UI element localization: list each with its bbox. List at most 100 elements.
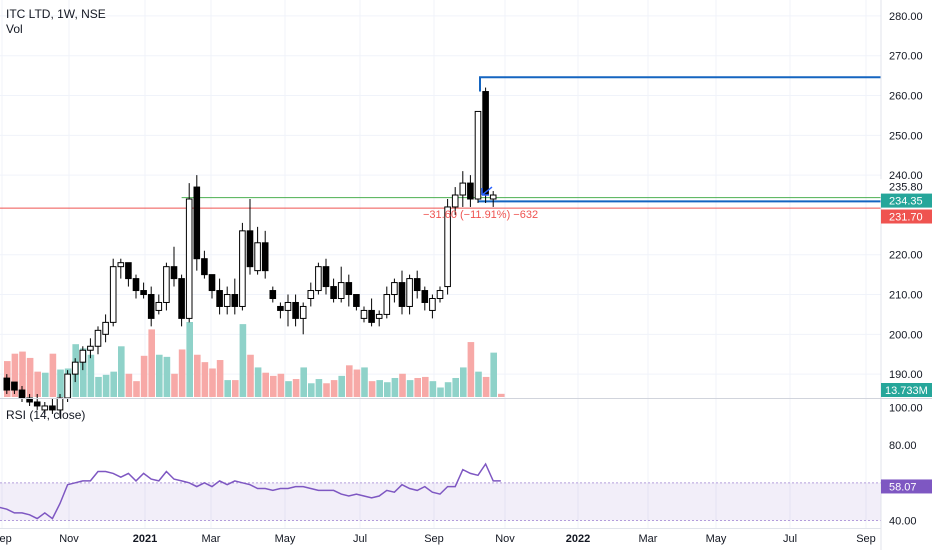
volume-bar bbox=[87, 354, 95, 397]
price-candles bbox=[3, 87, 497, 418]
volume-bar bbox=[437, 387, 444, 397]
candle-up bbox=[451, 194, 459, 208]
candle-down bbox=[246, 230, 254, 268]
candle-up bbox=[254, 242, 261, 272]
volume-bar bbox=[232, 380, 239, 397]
badge-rsi: 58.07 bbox=[889, 481, 917, 493]
volume-bar bbox=[308, 383, 315, 397]
volume-bar bbox=[42, 372, 49, 397]
volume-bar bbox=[133, 381, 140, 397]
candle-down bbox=[345, 282, 353, 296]
volume-bar bbox=[201, 362, 209, 397]
price-badges: 235.80 234.35 231.70 13.733M 58.07 bbox=[880, 179, 932, 494]
candle-up bbox=[87, 345, 94, 351]
candle-up bbox=[94, 329, 102, 347]
legend: ITC LTD, 1W, NSE Vol bbox=[6, 7, 106, 37]
time-axis[interactable]: Sep Nov 2021 Mar May Jul Sep Nov 2022 Mar May Jul Se… bbox=[0, 533, 876, 545]
volume-bar bbox=[270, 375, 277, 397]
volume-bar bbox=[444, 382, 452, 397]
time-tick-label: Sep bbox=[0, 533, 12, 545]
volume-bar bbox=[498, 393, 505, 397]
candle-down bbox=[178, 278, 185, 319]
volume-bar bbox=[49, 353, 57, 397]
candle-down bbox=[170, 266, 178, 280]
volume-bar bbox=[406, 380, 414, 397]
volume-bar bbox=[110, 371, 117, 397]
volume-bar bbox=[19, 351, 26, 397]
candle-up bbox=[436, 290, 444, 300]
time-tick-label: Jul bbox=[353, 533, 367, 545]
volume-bar bbox=[140, 355, 148, 397]
rsi-line-path bbox=[0, 462, 501, 520]
rsi-band-fill bbox=[0, 482, 881, 521]
resistance-ray[interactable] bbox=[479, 76, 881, 92]
volume-bar bbox=[148, 329, 155, 397]
candle-up bbox=[155, 301, 163, 311]
volume-bar bbox=[262, 372, 269, 397]
volume-bar bbox=[102, 374, 110, 397]
volume-bar bbox=[414, 377, 421, 397]
volume-bar bbox=[34, 371, 41, 397]
time-tick-label: 2021 bbox=[133, 533, 157, 545]
candle-up bbox=[79, 349, 87, 363]
time-tick-label: Sep bbox=[424, 533, 444, 545]
candle-down bbox=[18, 389, 26, 399]
volume-bar bbox=[156, 354, 163, 397]
candle-up bbox=[109, 266, 117, 323]
candle-up bbox=[429, 298, 436, 311]
measure-label: −31.60 (−11.91%) −632 bbox=[423, 209, 538, 221]
volume-bar bbox=[163, 356, 171, 397]
candle-down bbox=[413, 278, 421, 292]
rsi-tick-label: 40.00 bbox=[889, 515, 917, 527]
time-tick-label: Nov bbox=[59, 533, 79, 545]
grid bbox=[0, 0, 881, 528]
volume-bar bbox=[338, 375, 345, 397]
price-tick-label: 250.00 bbox=[889, 130, 923, 142]
price-tick-label: 220.00 bbox=[889, 250, 923, 262]
candle-up bbox=[459, 182, 467, 196]
candle-down bbox=[193, 186, 201, 260]
drawing-overlays[interactable] bbox=[481, 186, 493, 196]
horizontal-levels[interactable] bbox=[0, 76, 881, 209]
price-tick-label: 240.00 bbox=[889, 170, 923, 182]
volume-bar bbox=[26, 357, 34, 397]
volume-bar bbox=[452, 377, 459, 397]
price-tick-label: 280.00 bbox=[889, 11, 923, 23]
volume-bar bbox=[475, 371, 482, 397]
volume-bar bbox=[254, 367, 262, 397]
candle-down bbox=[216, 290, 223, 307]
volume-bar bbox=[353, 369, 361, 397]
volume-label[interactable]: Vol bbox=[6, 22, 23, 36]
volume-bar bbox=[194, 354, 201, 397]
badge-volume: 13.733M bbox=[885, 385, 928, 397]
candle-up bbox=[223, 294, 231, 307]
candle-up bbox=[391, 282, 398, 296]
badge-price-231-bg bbox=[881, 209, 932, 224]
rsi-band bbox=[0, 482, 881, 521]
candle-down bbox=[132, 278, 140, 292]
candle-up bbox=[375, 313, 383, 319]
price-tick-label: 210.00 bbox=[889, 290, 923, 302]
badge-price-234-bg bbox=[881, 193, 932, 208]
candle-down bbox=[482, 91, 489, 196]
candle-up bbox=[315, 266, 322, 292]
rsi-title[interactable]: RSI (14, close) bbox=[6, 408, 86, 422]
volume-bar bbox=[330, 380, 338, 397]
rsi-line bbox=[0, 462, 501, 520]
volume-bar bbox=[384, 382, 391, 397]
candle-up bbox=[383, 294, 391, 315]
volume-bar bbox=[224, 380, 231, 397]
candle-up bbox=[239, 230, 246, 307]
candle-down bbox=[201, 258, 208, 276]
price-tick-label: 200.00 bbox=[889, 329, 923, 341]
candle-down bbox=[292, 301, 299, 319]
candle-down bbox=[125, 262, 132, 280]
symbol-title[interactable]: ITC LTD, 1W, NSE bbox=[6, 7, 106, 21]
candle-down bbox=[269, 290, 277, 300]
candle-down bbox=[421, 290, 429, 303]
candle-down bbox=[208, 274, 216, 292]
candle-up bbox=[284, 301, 292, 311]
measure-arrow[interactable] bbox=[481, 186, 493, 196]
candle-up bbox=[444, 206, 451, 288]
